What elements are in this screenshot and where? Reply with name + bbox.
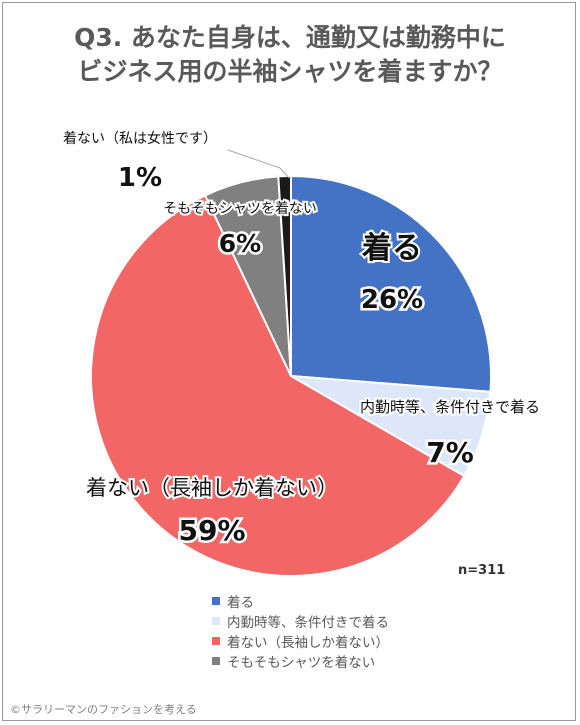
legend-item-long-sleeve-only: 着ない（長袖しか着ない） [212, 631, 389, 651]
legend-item-no-shirt: そもそもシャツを着ない [212, 651, 389, 671]
legend-item-wear: 着る [212, 591, 389, 611]
slice-label-wear: 着る [362, 231, 422, 266]
sample-size-label: n=311 [458, 563, 506, 578]
slice-value-long-sleeve-only: 59% [178, 514, 245, 547]
slice-label-no-shirt: そもそもシャツを着ない [163, 201, 317, 217]
copyright-credit: ©サラリーマンのファションを考える [10, 703, 197, 716]
slice-value-conditional: 7% [426, 436, 474, 469]
chart-title-line-2: ビジネス用の半袖シャツを着ますか？ [77, 57, 503, 86]
legend-item-conditional: 内勤時等、条件付きで着る [212, 611, 389, 631]
slice-label-female: 着ない（私は女性です） [63, 130, 217, 147]
slice-label-long-sleeve-only: 着ない（長袖しか着ない） [86, 476, 338, 500]
legend-label: そもそもシャツを着ない [227, 655, 376, 671]
slice-value-wear: 26% [361, 285, 423, 315]
chart-title-line-1: Q3. あなた自身は、通勤又は勤務中に [74, 23, 506, 52]
legend-label: 着る [227, 595, 254, 611]
legend-label: 内勤時等、条件付きで着る [227, 615, 389, 631]
leader-line-female [227, 149, 290, 179]
legend-swatch [212, 637, 220, 645]
slice-female [277, 174, 292, 377]
slice-label-conditional: 内勤時等、条件付きで着る [360, 398, 540, 416]
legend-swatch [212, 597, 220, 605]
legend-swatch [212, 657, 220, 665]
slice-wear [290, 174, 492, 393]
legend-label: 着ない（長袖しか着ない） [227, 635, 389, 651]
chart-legend: 着る内勤時等、条件付きで着る 着ない（長袖しか着ない） そもそもシャツを着ない [212, 591, 389, 671]
slice-value-female: 1% [118, 163, 162, 193]
legend-swatch [212, 617, 220, 625]
slice-value-no-shirt: 6% [219, 229, 261, 258]
slice-long-sleeve-only [90, 194, 466, 577]
